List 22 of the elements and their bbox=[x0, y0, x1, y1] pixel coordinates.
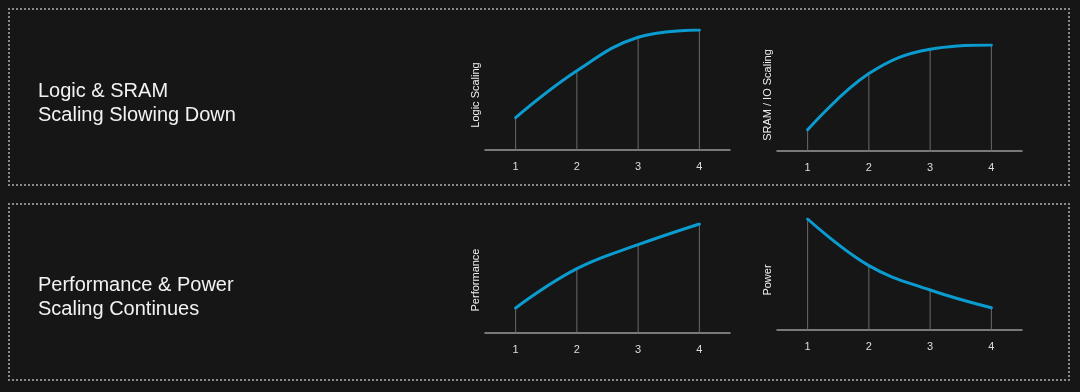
x-tick-label: 4 bbox=[696, 342, 703, 355]
y-axis-title: Power bbox=[760, 264, 773, 296]
x-tick-label: 2 bbox=[865, 339, 872, 352]
x-tick-label: 4 bbox=[988, 160, 995, 173]
y-axis-title: SRAM / IO Scaling bbox=[760, 49, 773, 141]
x-tick-label: 3 bbox=[635, 159, 642, 172]
x-tick-label: 2 bbox=[865, 160, 872, 173]
x-tick-label: 1 bbox=[804, 160, 811, 173]
x-tick-label: 3 bbox=[635, 342, 642, 355]
x-tick-label: 1 bbox=[804, 339, 811, 352]
x-tick-label: 4 bbox=[696, 159, 703, 172]
x-tick-label: 4 bbox=[988, 339, 995, 352]
x-tick-label: 2 bbox=[573, 342, 580, 355]
x-tick-label: 3 bbox=[927, 339, 934, 352]
text: Logic & SRAM Scaling Slowing Down bbox=[38, 78, 237, 126]
y-axis-title: Performance bbox=[468, 248, 481, 312]
y-axis-title: Logic Scaling bbox=[468, 62, 481, 128]
text: Performance & Power Scaling Continues bbox=[38, 272, 235, 320]
x-tick-label: 1 bbox=[512, 159, 519, 172]
x-tick-label: 1 bbox=[512, 342, 519, 355]
x-tick-label: 3 bbox=[927, 160, 934, 173]
x-tick-label: 2 bbox=[573, 159, 580, 172]
